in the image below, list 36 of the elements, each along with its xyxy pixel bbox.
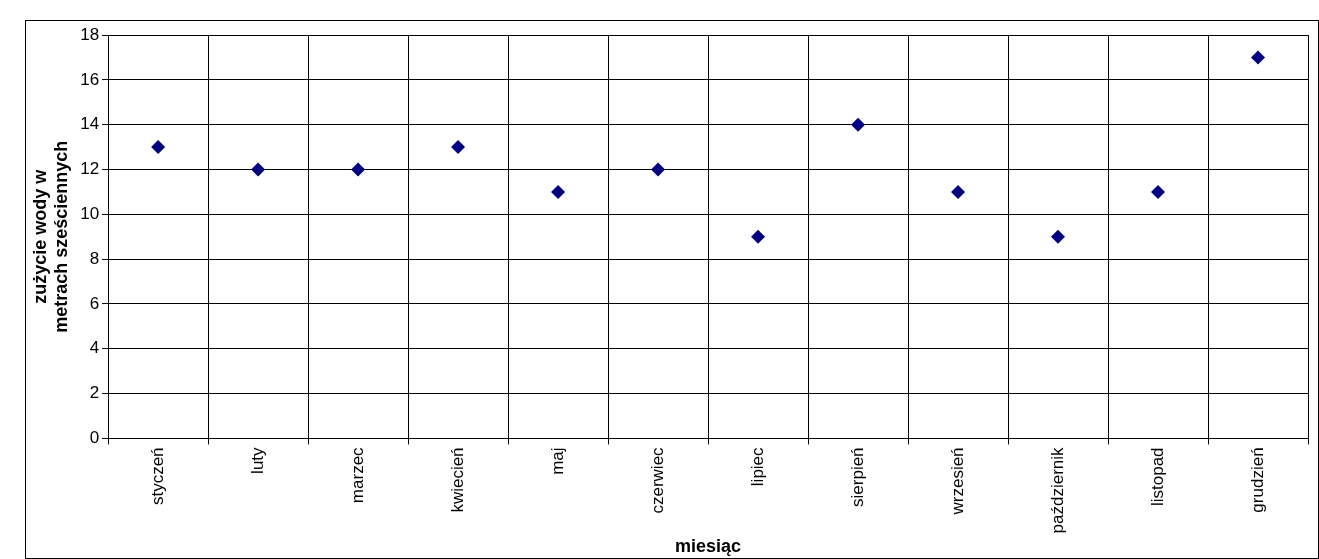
y-tick-label: 14	[80, 114, 100, 134]
point	[1051, 229, 1066, 244]
y-tick-label: 4	[89, 338, 100, 358]
x-tick-label: czerwiec	[647, 446, 667, 514]
y-tick-label: 8	[89, 248, 100, 268]
point	[951, 184, 966, 199]
y-axis-title: zużycie wody w metrach sześciennych	[29, 140, 72, 333]
point	[651, 162, 666, 177]
x-tick-label: lipiec	[747, 446, 767, 487]
point	[151, 140, 166, 155]
x-tick-label: luty	[247, 446, 267, 474]
y-tick-label: 16	[80, 69, 100, 89]
x-tick-label: listopad	[1147, 447, 1167, 507]
x-tick-label: marzec	[347, 446, 367, 504]
y-tick-label: 6	[89, 293, 100, 313]
point	[1251, 50, 1266, 65]
point	[751, 229, 766, 244]
x-tick-label: maj	[547, 447, 567, 475]
point	[1151, 184, 1166, 199]
y-tick-label: 0	[89, 428, 100, 448]
x-axis-title: miesiąc	[675, 536, 742, 557]
x-tick-label: październik	[1047, 446, 1067, 534]
x-tick-label: styczeń	[147, 447, 167, 506]
point	[351, 162, 366, 177]
x-tick-label: grudzień	[1247, 447, 1267, 513]
x-tick-label: kwiecień	[447, 447, 467, 513]
point	[551, 184, 566, 199]
y-tick-label: 12	[80, 159, 100, 179]
point	[251, 162, 266, 177]
point	[451, 140, 466, 155]
point	[851, 117, 866, 132]
y-tick-label: 2	[89, 383, 100, 403]
y-tick-label: 10	[80, 203, 100, 223]
x-tick-label: wrzesień	[947, 447, 967, 516]
x-tick-label: sierpień	[847, 447, 867, 507]
y-tick-label: 18	[80, 24, 100, 44]
